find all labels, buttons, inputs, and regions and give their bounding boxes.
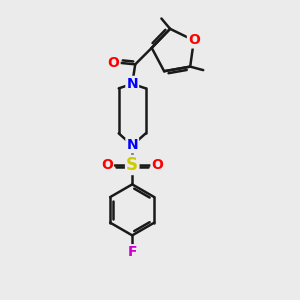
Text: F: F: [128, 245, 137, 259]
Text: O: O: [152, 158, 164, 172]
Text: O: O: [108, 56, 120, 70]
Text: N: N: [126, 77, 138, 91]
Text: O: O: [101, 158, 113, 172]
Text: N: N: [126, 138, 138, 152]
Text: O: O: [188, 33, 200, 47]
Text: S: S: [126, 156, 138, 174]
